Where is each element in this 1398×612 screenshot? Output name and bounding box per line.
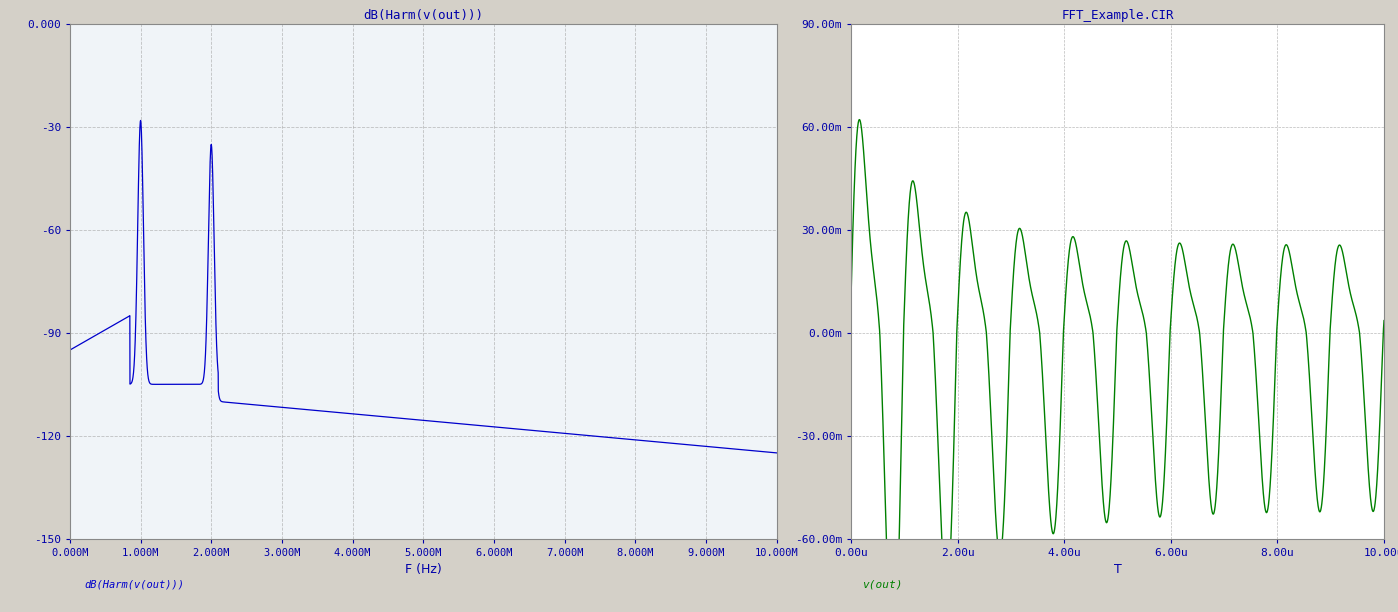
- Text: v(out): v(out): [861, 580, 902, 590]
- Text: dB(Harm(v(out))): dB(Harm(v(out))): [84, 580, 185, 590]
- X-axis label: F (Hz): F (Hz): [405, 563, 442, 576]
- X-axis label: T: T: [1114, 563, 1121, 576]
- Title: dB(Harm(v(out))): dB(Harm(v(out))): [363, 9, 484, 22]
- Title: FFT_Example.CIR: FFT_Example.CIR: [1061, 9, 1174, 22]
